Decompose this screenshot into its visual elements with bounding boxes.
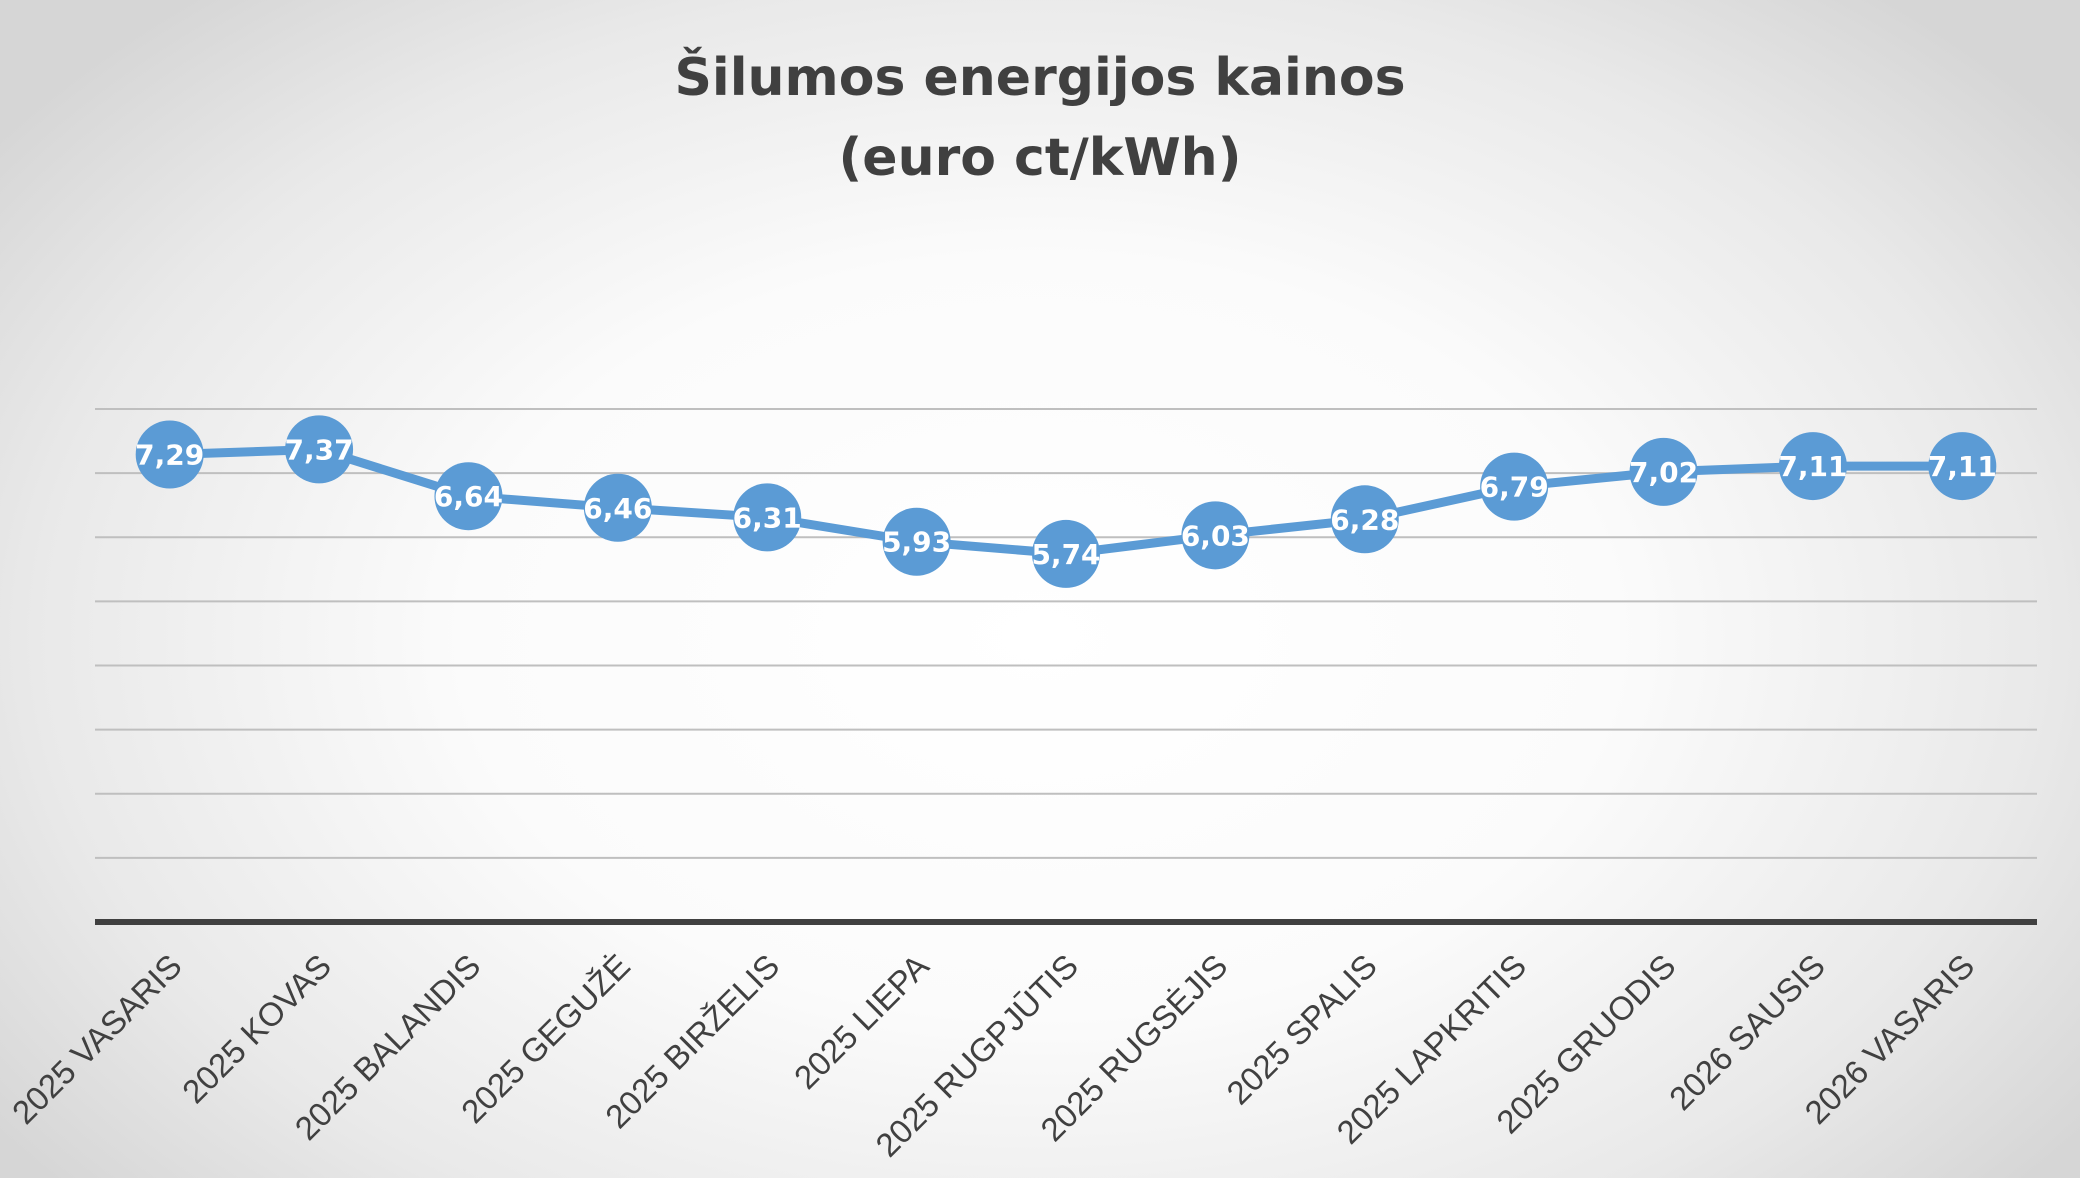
x-tick-label: 2025 VASARIS [5, 947, 189, 1131]
x-tick-label: 2025 SPALIS [1219, 947, 1384, 1112]
data-point [1928, 432, 1997, 501]
data-point [1181, 501, 1250, 570]
data-label: 7,11 [1778, 450, 1847, 483]
data-label: 6,79 [1480, 471, 1549, 504]
data-point [1480, 452, 1549, 521]
data-point [1032, 519, 1100, 588]
chart-title-main: Šilumos energijos kainos [674, 48, 1406, 108]
x-tick-label: 2026 SAUSIS [1662, 947, 1832, 1117]
chart-subtitle: (euro ct/kWh) [838, 128, 1242, 188]
data-label: 6,64 [434, 480, 503, 513]
data-label: 6,28 [1330, 503, 1399, 536]
data-label: 7,11 [1928, 450, 1997, 483]
chart-title: Šilumos energijos kainos (euro ct/kWh) [0, 38, 2080, 198]
x-tick-label: 2025 KOVAS [175, 947, 338, 1110]
data-label: 7,37 [285, 433, 354, 466]
data-point [1778, 432, 1847, 501]
data-label: 7,02 [1629, 456, 1698, 489]
data-point [135, 420, 204, 489]
data-label: 6,03 [1181, 519, 1250, 552]
x-tick-label: 2025 LIEPA [787, 947, 936, 1096]
data-point [434, 462, 503, 531]
data-label: 5,74 [1031, 538, 1100, 571]
data-label: 6,46 [583, 492, 652, 525]
data-point [733, 483, 802, 552]
data-point [583, 473, 652, 542]
data-point [882, 507, 951, 576]
data-label: 7,29 [135, 439, 204, 472]
data-label: 5,93 [882, 526, 951, 559]
data-point [1629, 437, 1698, 506]
data-point [285, 415, 354, 484]
data-label: 6,31 [733, 501, 802, 534]
data-point [1330, 485, 1399, 554]
